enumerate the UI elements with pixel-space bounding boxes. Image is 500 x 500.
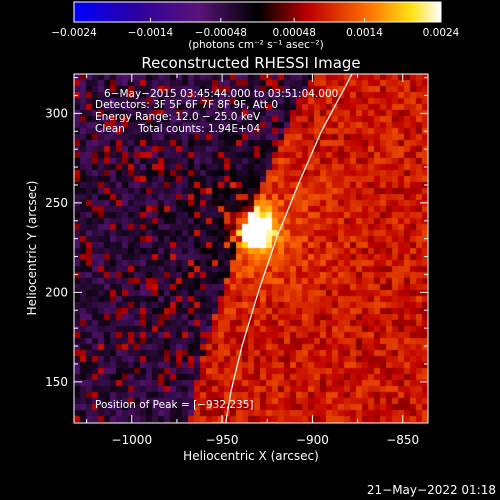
timestamp: 21−May−2022 01:18 xyxy=(367,483,496,497)
x-tick-label: −950 xyxy=(206,433,239,447)
x-axis-label: Heliocentric X (arcsec) xyxy=(183,449,319,463)
annotation-total-counts: Clean Total counts: 1.94E+04 xyxy=(95,123,260,135)
solar-limb-line xyxy=(225,73,353,424)
y-axis-label: Heliocentric Y (arcsec) xyxy=(25,181,39,316)
heatmap-image xyxy=(74,74,428,423)
chart-title: Reconstructed RHESSI Image xyxy=(141,54,360,72)
y-tick-label: 200 xyxy=(45,285,68,299)
y-tick-label: 150 xyxy=(45,375,68,389)
x-tick-label: −850 xyxy=(386,433,419,447)
y-tick-label: 250 xyxy=(45,196,68,210)
colorbar-frame xyxy=(73,1,442,23)
x-tick-label: −900 xyxy=(296,433,329,447)
y-tick-label: 300 xyxy=(45,106,68,120)
colorbar-units-label: (photons cm⁻² s⁻¹ asec⁻²) xyxy=(188,39,323,51)
colorbar-tick-label: 0.00048 xyxy=(272,27,315,39)
colorbar-tick-label: −0.00048 xyxy=(195,27,247,39)
colorbar-gradient xyxy=(74,2,441,22)
annotation-time-range: 6−May−2015 03:45:44.000 to 03:51:04.000 xyxy=(104,88,338,100)
annotation-energy-range: Energy Range: 12.0 − 25.0 keV xyxy=(95,111,261,123)
colorbar-tick-label: −0.0024 xyxy=(51,27,97,39)
colorbar-tick-label: −0.0014 xyxy=(128,27,174,39)
plot-frame xyxy=(73,73,429,424)
colorbar-tick-label: 0.0024 xyxy=(423,27,460,39)
annotation-detectors: Detectors: 3F 5F 6F 7F 8F 9F, Att 0 xyxy=(95,99,278,111)
peak-position-label: Position of Peak = [−932,235] xyxy=(95,399,254,411)
x-tick-label: −1000 xyxy=(111,433,152,447)
colorbar-tick-label: 0.0014 xyxy=(346,27,383,39)
